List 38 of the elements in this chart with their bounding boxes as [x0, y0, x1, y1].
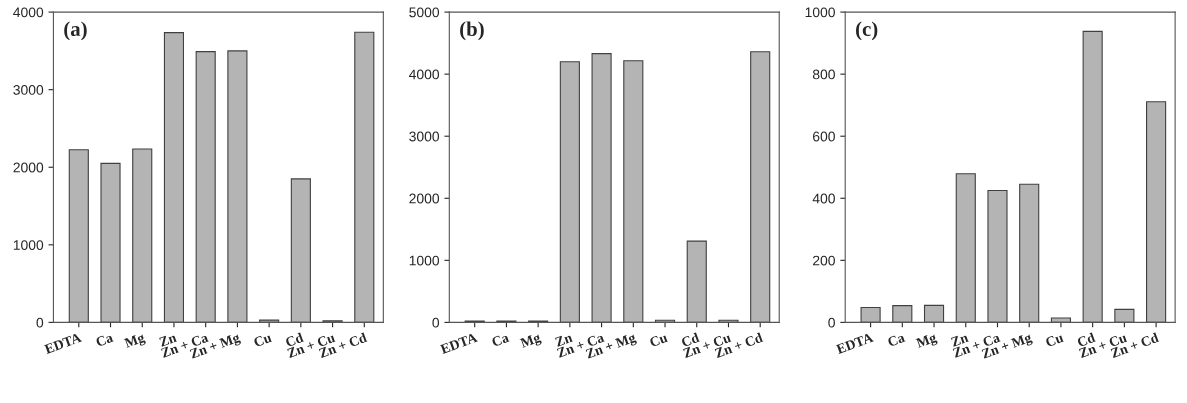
x-tick-label: EDTA — [43, 332, 82, 354]
x-tick-label: Zn — [554, 332, 573, 347]
y-tick-label: 0 — [36, 317, 44, 328]
y-tick-label: 1000 — [805, 7, 835, 18]
x-tick-label: Cu — [1045, 332, 1064, 348]
y-tick-label: 1000 — [409, 255, 440, 266]
y-tick-label: 3000 — [409, 131, 440, 142]
y-tick-label: 3000 — [13, 85, 44, 95]
x-tick-label: Cd — [1076, 332, 1096, 348]
y-tick-label: 600 — [813, 131, 835, 142]
annotation: (c) — [856, 21, 878, 41]
x-tick-label: Ca — [491, 332, 510, 347]
x-tick-label: Cu — [649, 332, 669, 348]
x-tick-label: EDTA — [439, 332, 478, 354]
x-tick-label: Cd — [284, 332, 305, 348]
x-tick-label: Ca — [95, 332, 114, 347]
x-tick-label: Zn — [950, 332, 969, 347]
y-tick-label: 400 — [812, 193, 835, 204]
y-tick-label: 4000 — [13, 7, 44, 18]
y-tick-label: 2000 — [13, 162, 44, 173]
x-tick-label: Mg — [519, 332, 543, 351]
y-tick-label: 5000 — [409, 7, 440, 18]
y-tick-label: 4000 — [409, 69, 440, 80]
y-tick-label: 2000 — [409, 193, 440, 204]
annotation: (b) — [460, 21, 484, 41]
y-tick-label: 200 — [813, 255, 835, 266]
x-tick-label: Cd — [680, 332, 700, 348]
x-tick-label: Mg — [915, 332, 939, 351]
x-tick-label: Mg — [123, 332, 147, 351]
y-tick-label: 1000 — [13, 240, 44, 250]
x-tick-label: Zn — [158, 332, 178, 347]
annotation: (a) — [64, 21, 87, 41]
y-tick-label: 800 — [812, 69, 835, 80]
y-tick-label: 0 — [828, 317, 835, 328]
x-tick-label: Ca — [887, 332, 906, 347]
x-tick-label: EDTA — [835, 332, 874, 354]
y-tick-label: 0 — [432, 317, 440, 328]
x-tick-label: Cu — [253, 332, 273, 348]
